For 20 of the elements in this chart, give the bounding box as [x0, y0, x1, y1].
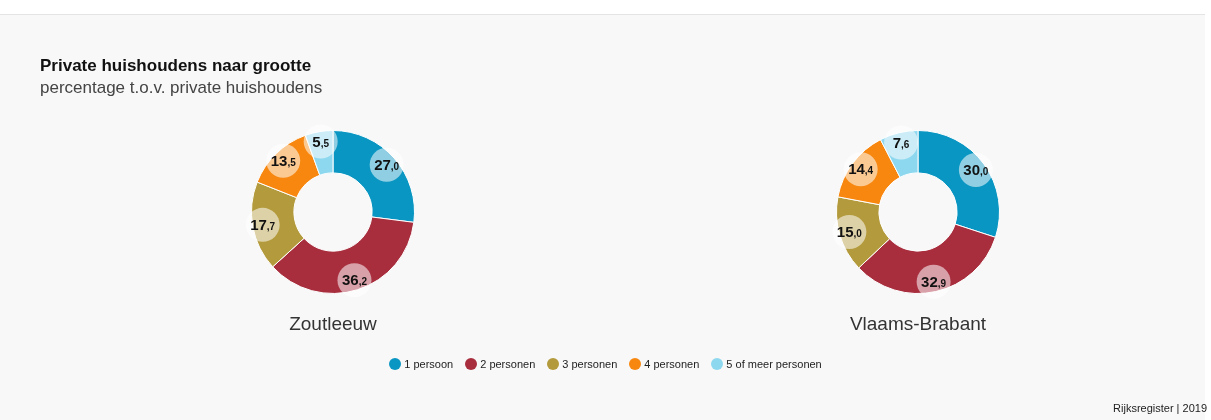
legend-label: 4 personen: [644, 358, 700, 370]
data-label: 36,2: [341, 271, 368, 289]
data-label: 13,5: [270, 151, 297, 169]
chart-subtitle: percentage t.o.v. private huishoudens: [40, 78, 323, 98]
data-label: 17,7: [250, 215, 276, 233]
data-label: 32,9: [921, 272, 947, 290]
legend-label: 2 personen: [480, 358, 536, 370]
text: Rijksregister | 2019: [1113, 402, 1207, 414]
data-label: 15,0: [836, 223, 863, 241]
data-label: 5,5: [312, 132, 330, 150]
data-label: 27,0: [374, 155, 400, 173]
chart-title: Private huishoudens naar grootte: [40, 56, 312, 76]
legend-label: 5 of meer personen: [726, 358, 822, 370]
data-label: 30,0: [963, 161, 989, 179]
text: Zoutleeuw: [288, 313, 378, 335]
text: Vlaams-Brabant: [848, 313, 988, 335]
legend-label: 3 personen: [562, 358, 618, 370]
data-label: 7,6: [892, 133, 910, 151]
data-label: 14,4: [848, 160, 874, 178]
legend-label: 1 persoon: [404, 358, 454, 370]
